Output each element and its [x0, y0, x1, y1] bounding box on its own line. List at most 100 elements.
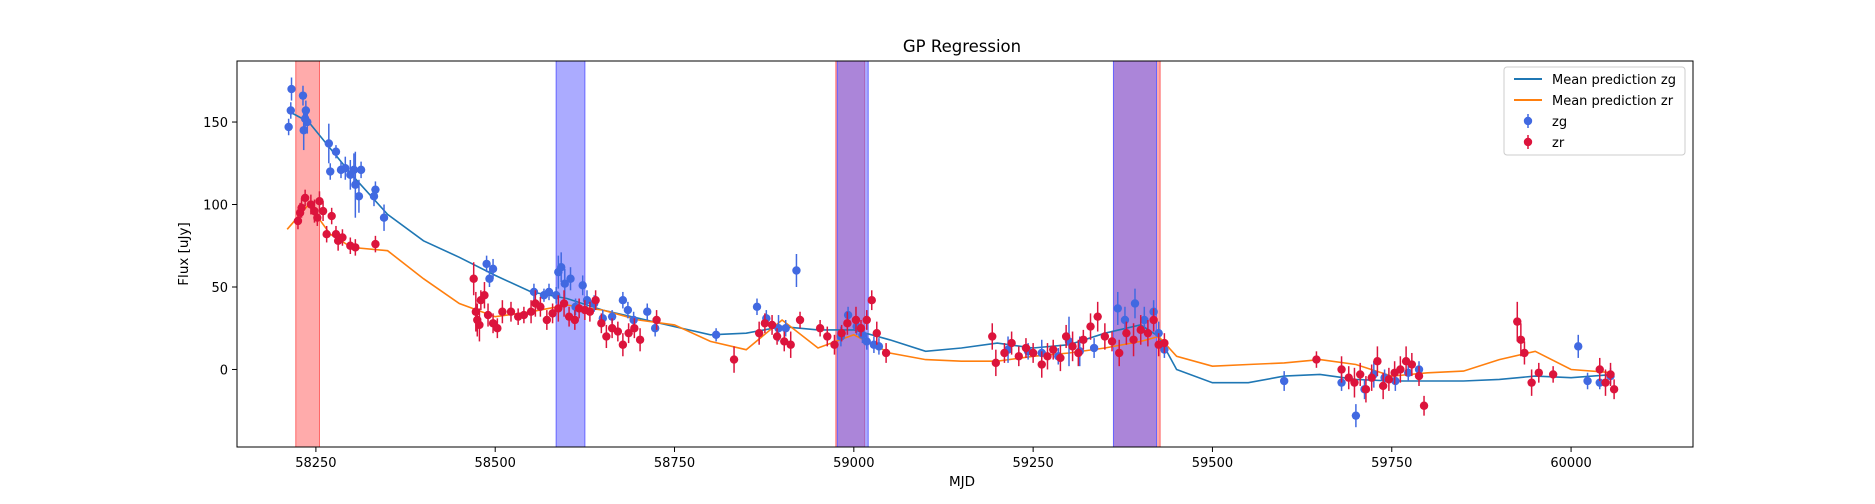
point-zg-16: [354, 179, 364, 213]
y-axis-label: Flux [uJy]: [176, 222, 192, 285]
point-zr-84: [1074, 339, 1083, 367]
point-zg-21: [482, 255, 491, 273]
y-tick-label: 0: [220, 363, 228, 378]
point-zr-13: [338, 229, 347, 246]
point-zr-87: [1093, 301, 1102, 332]
marker-zr: [843, 319, 852, 328]
point-zg-10: [331, 145, 341, 159]
x-tick-label: 58500: [475, 456, 516, 471]
marker-zr: [542, 315, 552, 325]
chart-title: GP Regression: [903, 37, 1021, 56]
marker-zr: [1056, 353, 1065, 363]
line-mean-prediction-zr: [286, 203, 1615, 377]
point-zg-62: [1089, 338, 1099, 358]
point-zg-24: [529, 283, 539, 301]
shaded-region-zg-5: [1112, 60, 1158, 448]
point-zr-9: [322, 225, 331, 243]
marker-zg: [287, 84, 296, 94]
marker-zr: [559, 299, 569, 308]
point-zr-2: [297, 197, 306, 218]
legend-marker-swatch: [1523, 137, 1533, 147]
marker-zr: [1100, 332, 1110, 341]
point-zr-61: [823, 326, 832, 347]
marker-zr: [597, 319, 606, 328]
point-zr-85: [1079, 329, 1088, 350]
point-zr-123: [1609, 379, 1619, 400]
marker-zr: [772, 332, 782, 341]
legend-label: zg: [1552, 115, 1567, 130]
point-zr-91: [1122, 321, 1131, 345]
point-zr-89: [1107, 331, 1117, 352]
point-zg-23: [488, 258, 498, 279]
marker-zr: [1068, 342, 1077, 351]
marker-zg: [578, 281, 587, 290]
point-zg-79: [1574, 334, 1583, 358]
marker-zr: [322, 230, 331, 239]
legend-entry-mean-prediction-zg: Mean prediction zg: [1514, 73, 1676, 88]
point-zr-71: [988, 323, 997, 350]
marker-zg: [1574, 342, 1583, 351]
marker-zr: [1373, 357, 1382, 366]
marker-zr: [1356, 370, 1365, 379]
point-zr-56: [772, 328, 782, 345]
marker-zr: [1079, 335, 1088, 344]
point-zr-100: [1344, 366, 1353, 390]
marker-zg: [286, 106, 295, 115]
point-zr-81: [1056, 344, 1065, 372]
point-zg-3: [298, 85, 308, 106]
legend-entry-mean-prediction-zr: Mean prediction zr: [1514, 94, 1674, 109]
point-zr-34: [548, 303, 557, 324]
legend-label: zr: [1552, 136, 1565, 151]
x-axis-label: MJD: [949, 474, 975, 490]
point-zr-79: [1043, 343, 1052, 370]
data-points: [284, 77, 1619, 428]
marker-zg: [1595, 378, 1604, 387]
point-zr-74: [1007, 331, 1016, 355]
point-zr-36: [559, 290, 569, 317]
point-zr-122: [1606, 362, 1615, 386]
point-zg-9: [326, 163, 335, 180]
point-zr-46: [613, 321, 623, 342]
point-zg-38: [618, 291, 628, 309]
marker-zr: [498, 307, 507, 316]
marker-zr: [652, 315, 661, 325]
marker-zr: [570, 315, 580, 325]
marker-zr: [988, 332, 997, 341]
marker-zg: [303, 117, 312, 127]
marker-zr: [1548, 370, 1558, 379]
marker-zg: [1120, 315, 1130, 325]
marker-zg: [488, 264, 498, 274]
point-zr-50: [635, 328, 645, 352]
point-zr-104: [1367, 364, 1376, 391]
marker-zr: [519, 310, 529, 320]
marker-zr: [1513, 317, 1522, 326]
marker-zr: [786, 340, 795, 349]
x-tick-label: 60000: [1550, 456, 1591, 471]
y-tick-label: 150: [203, 116, 228, 131]
point-zr-113: [1419, 395, 1429, 416]
marker-zr: [1107, 337, 1117, 346]
marker-zr: [1115, 348, 1124, 358]
point-zr-54: [760, 313, 770, 334]
marker-zr: [506, 307, 516, 316]
marker-zg: [792, 266, 801, 275]
marker-zr: [1407, 360, 1417, 369]
marker-zg: [354, 192, 364, 201]
marker-zg: [551, 291, 561, 300]
point-zr-30: [526, 300, 536, 324]
marker-zg: [298, 91, 308, 100]
marker-zr: [315, 197, 324, 206]
marker-zr: [1049, 345, 1058, 354]
marker-zr: [1396, 365, 1405, 374]
marker-zg: [371, 185, 380, 194]
marker-zg: [711, 330, 721, 340]
legend-box: [1503, 66, 1686, 156]
marker-zg: [485, 274, 494, 283]
point-zr-95: [1149, 308, 1158, 332]
marker-zg: [618, 295, 628, 305]
marker-zr: [1143, 328, 1153, 338]
point-zr-33: [542, 310, 552, 330]
x-tick-label: 58750: [654, 456, 695, 471]
point-zg-33: [578, 275, 587, 296]
